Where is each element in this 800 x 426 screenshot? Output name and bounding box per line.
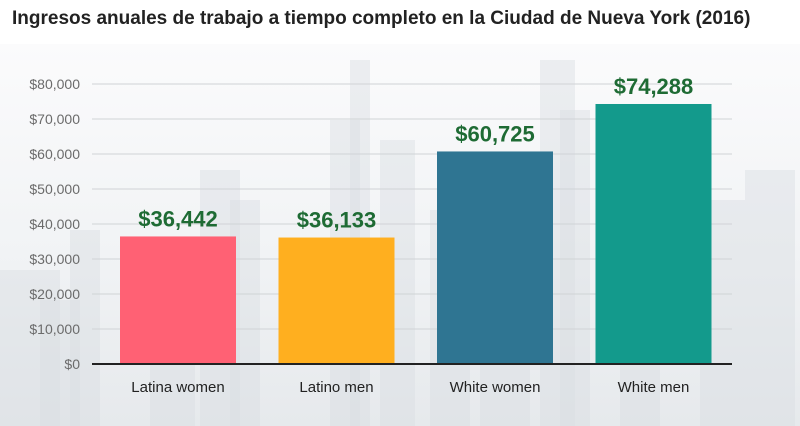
skyline-building [745, 170, 795, 426]
data-label: $60,725 [455, 121, 535, 146]
category-label: Latino men [299, 379, 373, 396]
bar-3 [595, 103, 712, 364]
y-tick-label: $60,000 [29, 146, 80, 162]
skyline-building [40, 300, 80, 426]
y-tick-label: $0 [64, 356, 80, 372]
y-tick-label: $70,000 [29, 111, 80, 127]
bars [120, 103, 712, 364]
data-label: $36,442 [138, 206, 218, 231]
chart-title: Ingresos anuales de trabajo a tiempo com… [12, 8, 751, 29]
y-axis-ticks: $0 $10,000 $20,000 $30,000 $40,000 $50,000 $60… [29, 76, 80, 372]
skyline-building [0, 270, 60, 426]
category-labels: Latina women Latino men White women White m… [131, 379, 689, 396]
y-tick-label: $20,000 [29, 286, 80, 302]
category-label: White women [450, 379, 541, 396]
data-labels: $36,442 $36,133 $60,725 $74,288 [138, 74, 693, 233]
category-label: Latina women [131, 379, 224, 396]
skyline-building [70, 230, 100, 426]
y-tick-label: $10,000 [29, 321, 80, 337]
y-tick-label: $40,000 [29, 216, 80, 232]
bar-1 [278, 237, 395, 364]
y-tick-label: $30,000 [29, 251, 80, 267]
y-tick-label: $50,000 [29, 181, 80, 197]
bar-2 [437, 151, 553, 364]
data-label: $36,133 [297, 208, 377, 233]
skyline-building [560, 110, 590, 426]
bar-0 [120, 236, 236, 364]
category-label: White men [618, 379, 690, 396]
data-label: $74,288 [614, 74, 694, 99]
y-tick-label: $80,000 [29, 76, 80, 92]
